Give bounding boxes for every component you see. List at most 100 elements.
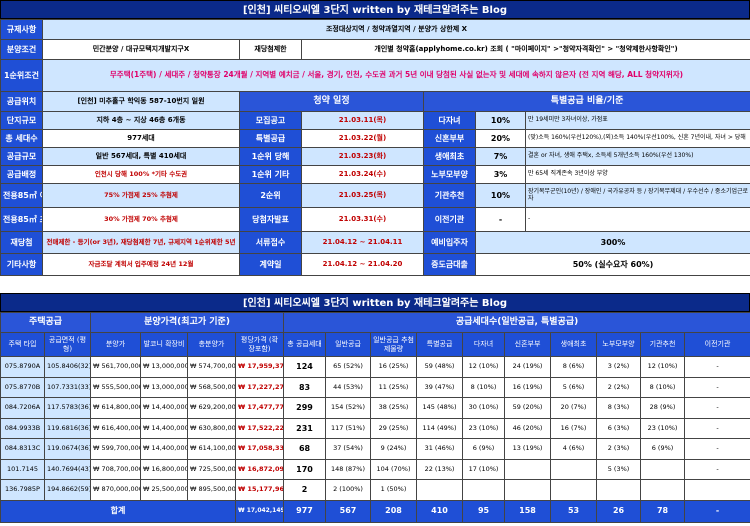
schedule-header: 청약 일정 [239,91,424,112]
overview-row: 공급규모 일반 567세대, 특별 410세대 1순위 당해 21.03.23(화) 생… [0,147,750,166]
table-cell: ₩ 25,500,000 [140,479,188,501]
overview-row: 전용85㎡ 이하75% 가점제 25% 추첨제2순위21.03.25(목)기관추… [0,183,750,208]
table-cell: 9 (24%) [370,438,418,460]
section-title-overview: [인천] 씨티오씨엘 3단지 written by 재테크알려주는 Blog [0,0,750,19]
special-percent: 10% [475,183,526,208]
total-label: 합계 [0,499,236,523]
special-criteria: 결혼 or 자녀, 생애 주택x, 소득세 5개년소득 160%(우선 130%… [524,147,750,166]
special-percent: 3% [475,165,526,184]
row-value: 자금조달 계획서 입주예정 24년 12월 [42,253,240,276]
table-cell: ₩ 870,000,000 [90,479,141,501]
table-cell: ₩ 568,500,000 [187,376,236,398]
table-cell: 2 (3%) [596,438,642,460]
row-value: 지하 4층 ~ 지상 46층 6개동 [42,111,240,130]
special-percent: - [475,207,526,232]
column-header: 발코니 확장비 [140,332,188,357]
table-cell: - [684,438,750,460]
table-cell: 2 (100%) [325,479,372,501]
table-cell: 104 (70%) [370,458,418,480]
column-header: 총 공급세대 [283,332,327,357]
schedule-label: 서류접수 [239,231,302,254]
schedule-label: 계약일 [239,253,302,276]
table-cell: ₩ 17,522,222 [234,417,285,439]
special-value: 50% (실수요자 60%) [474,253,750,276]
rewin-value: 개인별 청약홈(applyhome.co.kr) 조회 ( "마이페이지" >"… [300,39,750,60]
schedule-label: 1순위 기타 [239,165,302,184]
table-cell [416,479,464,501]
table-cell: ₩ 708,700,000 [90,458,141,480]
column-header: 총분양가 [187,332,236,357]
table-cell: ₩ 895,500,000 [187,479,236,501]
table-cell: ₩ 17,227,273 [234,376,285,398]
section-title-supply: [인천] 씨티오씨엘 3단지 written by 재테크알려주는 Blog [0,293,750,312]
table-cell [504,479,552,501]
first-priority-value: 무주택(1주택) / 세대주 / 청약통장 24개월 / 지역별 예치금 / 서… [41,59,750,92]
overview-table: 규제사항 조정대상지역 / 청약과열지역 / 분양가 상한제 X 분양조건 민간… [0,19,750,276]
table-cell: 11 (25%) [370,376,418,398]
table-cell: 6 (9%) [640,438,686,460]
table-cell: 65 (52%) [325,356,372,378]
table-cell [550,458,598,480]
table-cell: 8 (10%) [640,376,686,398]
table-row: 136.7985P 194.8662(59) ₩ 870,000,000 ₩ 25,5… [0,479,750,501]
column-header: 분양가 [90,332,141,357]
table-cell: 075.8790A [0,356,45,378]
table-cell: 8 (3%) [596,397,642,419]
table-cell: - [684,397,750,419]
total-cell: - [684,499,750,523]
table-cell: ₩ 13,000,000 [140,356,188,378]
column-header: 공급면적 (평형) [44,332,91,357]
table-cell: 13 (19%) [504,438,552,460]
table-cell: ₩ 14,400,000 [140,397,188,419]
table-cell [684,479,750,501]
table-cell: 136.7985P [0,479,45,501]
row-value: 977세대 [42,129,240,148]
table-cell: 124 [283,356,327,378]
regulation-value: 조정대상지역 / 청약과열지역 / 분양가 상한제 X [41,19,750,40]
table-cell: 28 (9%) [640,397,686,419]
table-cell: ₩ 616,400,000 [90,417,141,439]
special-supply-header: 특별공급 비율/기준 [422,91,750,112]
schedule-date: 21.03.24(수) [301,165,424,184]
table-cell: ₩ 14,400,000 [140,417,188,439]
total-cell: 78 [640,499,686,523]
table-cell: 4 (6%) [550,438,598,460]
table-cell: 8 (6%) [550,356,598,378]
table-cell: 299 [283,397,327,419]
overview-row: 단지규모 지하 4층 ~ 지상 46층 6개동 모집공고 21.03.11(목) 다자녀… [0,111,750,130]
row-label: 재당첨 [0,231,43,254]
overview-row: 공급배정 인천시 당해 100% *기타 수도권 1순위 기타 21.03.24(수)… [0,165,750,184]
table-cell: - [684,376,750,398]
table-cell: 1 (50%) [370,479,418,501]
table-cell: 39 (47%) [416,376,464,398]
column-header: 다자녀 [462,332,506,357]
row-label: 기타사항 [0,253,43,276]
special-percent: 20% [475,129,526,148]
table-cell [462,479,506,501]
table-cell: 2 (2%) [596,376,642,398]
table-cell: ₩ 17,959,375 [234,356,285,378]
table-row: 084.9933B 119.6816(36) ₩ 616,400,000 ₩ 14,4… [0,417,750,439]
group-counts-header: 공급세대수(일반공급, 특별공급) [283,312,750,333]
table-cell: ₩ 13,000,000 [140,376,188,398]
table-cell: 17 (10%) [462,458,506,480]
table-cell: ₩ 614,800,000 [90,397,141,419]
table-cell: 38 (25%) [370,397,418,419]
special-criteria: 만 19세미만 3자녀이상, 가점표 [524,111,750,130]
table-cell: - [684,458,750,480]
row-value: 인천시 당해 100% *기타 수도권 [42,165,240,184]
table-cell: 101.7145 [0,458,45,480]
column-header: 평당가격 (확장포함) [234,332,285,357]
table-cell: ₩ 599,700,000 [90,438,141,460]
label-location: 공급위치 [0,91,43,112]
table-cell: 12 (10%) [462,356,506,378]
schedule-label: 2순위 [239,183,302,208]
location-value: [인천] 미추홀구 학익동 587-10번지 일원 [42,91,240,112]
table-cell: 16 (19%) [504,376,552,398]
special-type: 이전기관 [423,207,476,232]
table-cell: 83 [283,376,327,398]
special-type: 예비입주자 [423,231,476,254]
table-cell: 6 (3%) [596,417,642,439]
table-cell: 3 (2%) [596,356,642,378]
total-cell: ₩ 17,042,149 [234,499,285,523]
